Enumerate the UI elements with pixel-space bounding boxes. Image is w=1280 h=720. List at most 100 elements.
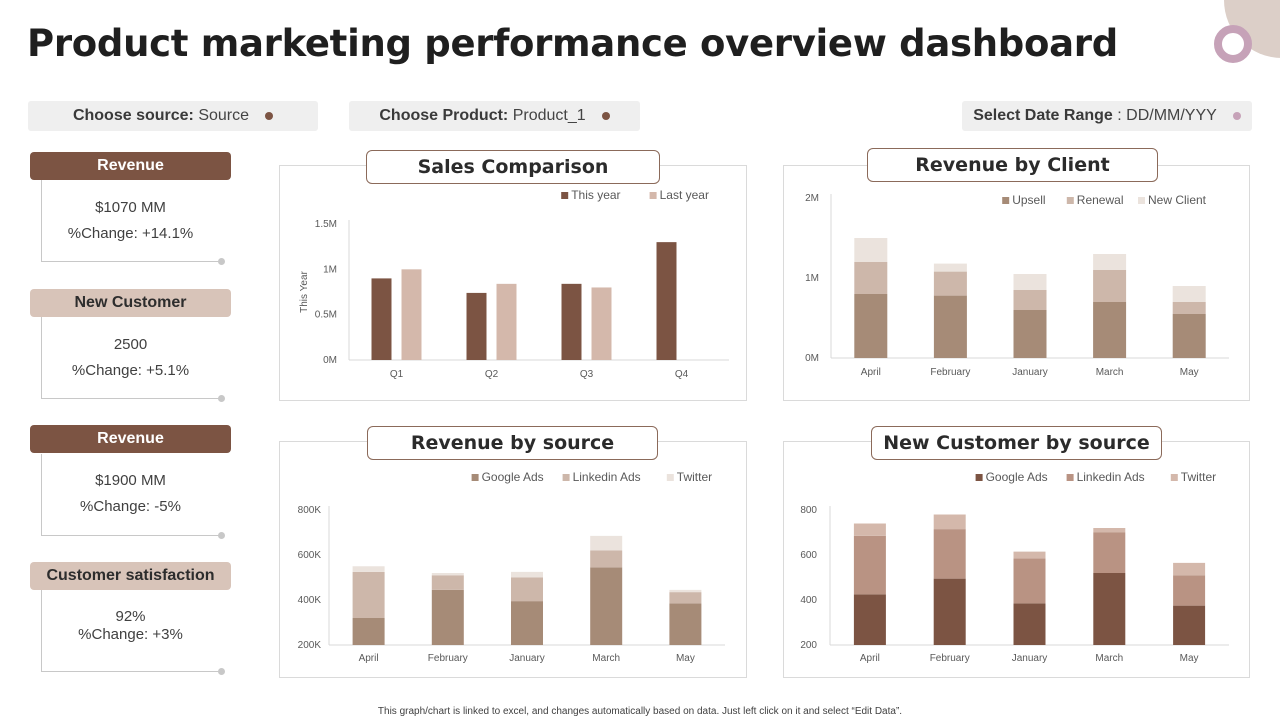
kpi-new-customer-label: New Customer — [30, 289, 231, 317]
bar-upsell-february — [933, 295, 967, 358]
bar-google-ads-march — [1093, 573, 1126, 645]
bar-twitter-february — [933, 514, 966, 530]
kpi-frame — [41, 317, 225, 402]
bar-this-year-q1 — [371, 278, 392, 360]
kpi-revenue-change: %Change: +14.1% — [67, 225, 194, 242]
legend-label-this-year: This year — [571, 188, 620, 202]
x-tick-label: January — [509, 653, 545, 664]
legend-swatch-google-ads — [975, 474, 983, 481]
legend-swatch-new-client — [1138, 197, 1145, 204]
ring-icon — [1214, 25, 1252, 63]
footnote: This graph/chart is linked to excel, and… — [377, 706, 903, 717]
y-tick-label: 0M — [805, 353, 819, 364]
new-customer-by-source-chart[interactable]: 200 400 600 800 April February January March May… — [783, 441, 1250, 678]
legend-swatch-google-ads — [471, 474, 479, 481]
y-tick-label: 800K — [298, 505, 322, 516]
bar-google-ads-may — [669, 603, 702, 645]
bar-last-year-q1 — [401, 269, 422, 360]
bar-new-client-april — [854, 238, 888, 262]
x-tick-label: March — [1095, 653, 1123, 664]
bar-renewal-may — [1172, 302, 1206, 314]
kpi-frame — [41, 454, 225, 539]
kpi-new-customer-change: %Change: +5.1% — [71, 362, 190, 379]
revenue-by-client-chart[interactable]: 0M 1M 2M April February January March May Upsell… — [783, 165, 1250, 401]
y-tick-label: 800 — [800, 505, 817, 516]
bar-new-client-march — [1093, 254, 1127, 270]
bar-google-ads-march — [590, 567, 623, 645]
legend-label-twitter: Twitter — [677, 470, 712, 484]
y-tick-label: 200K — [298, 640, 322, 651]
bar-linkedin-ads-february — [431, 575, 464, 590]
y-tick-label: 400 — [800, 595, 817, 606]
bar-google-ads-january — [511, 601, 543, 645]
x-tick-label: Q3 — [580, 369, 594, 380]
kpi-satisfaction-change: %Change: +3% — [78, 626, 183, 643]
page-title: Product marketing performance overview d… — [27, 22, 1118, 65]
bar-linkedin-ads-march — [590, 550, 623, 568]
legend-label-google-ads: Google Ads — [986, 470, 1048, 484]
legend-swatch-this-year — [561, 192, 569, 199]
source-filter-label: Choose source: — [72, 107, 194, 124]
bar-google-ads-february — [431, 589, 464, 645]
legend-swatch-twitter — [1170, 474, 1178, 481]
kpi-satisfaction-value: 92% — [115, 608, 146, 625]
bar-renewal-april — [854, 262, 888, 294]
bar-linkedin-ads-may — [669, 592, 702, 604]
x-tick-label: February — [428, 653, 468, 664]
bar-twitter-march — [590, 535, 623, 551]
sales-comparison-chart[interactable]: 0M 0.5M 1M 1.5M Q1 Q2 Q3 Q4 This Year This year La… — [279, 165, 747, 401]
bar-google-ads-april — [853, 594, 886, 645]
bar-twitter-march — [1093, 528, 1126, 533]
bar-linkedin-ads-may — [1173, 575, 1206, 606]
kpi-revenue-2-label: Revenue — [30, 425, 231, 453]
source-filter[interactable]: Choose source: Source — [28, 101, 318, 131]
frame-end-dot — [218, 258, 225, 265]
y-tick-label: 600K — [298, 550, 322, 561]
bar-google-ads-april — [352, 618, 385, 645]
x-tick-label: May — [1180, 653, 1199, 664]
bar-new-client-may — [1172, 286, 1206, 302]
legend-label-linkedin-ads: Linkedin Ads — [573, 470, 641, 484]
legend-label-linkedin-ads: Linkedin Ads — [1077, 470, 1145, 484]
kpi-revenue-value: $1070 MM — [95, 199, 166, 216]
date-range-filter[interactable]: Select Date Range : DD/MM/YYY — [962, 101, 1252, 131]
bar-google-ads-may — [1173, 605, 1206, 645]
y-tick-label: 1M — [323, 264, 337, 275]
kpi-revenue-label: Revenue — [30, 152, 231, 180]
bar-last-year-q2 — [496, 283, 517, 360]
product-filter[interactable]: Choose Product: Product_1 — [349, 101, 640, 131]
x-tick-label: January — [1012, 367, 1048, 378]
bar-google-ads-february — [933, 578, 966, 645]
bar-this-year-q2 — [466, 292, 487, 360]
kpi-satisfaction-label: Customer satisfaction — [30, 562, 231, 590]
bar-new-client-january — [1013, 274, 1047, 290]
y-tick-label: 2M — [805, 193, 819, 204]
y-tick-label: 400K — [298, 595, 322, 606]
x-tick-label: Q4 — [675, 369, 689, 380]
bar-linkedin-ads-february — [933, 529, 966, 579]
legend-label-new-client: New Client — [1148, 193, 1207, 207]
bar-this-year-q4 — [656, 242, 677, 360]
x-tick-label: May — [1180, 367, 1199, 378]
x-tick-label: March — [1096, 367, 1124, 378]
x-tick-label: April — [860, 653, 880, 664]
bar-upsell-march — [1093, 302, 1127, 358]
bar-twitter-january — [1013, 551, 1046, 559]
product-filter-value: Product_1 — [512, 107, 586, 124]
bar-twitter-april — [352, 566, 385, 572]
revenue-by-source-chart[interactable]: 200K 400K 600K 800K April February January Marc… — [279, 441, 747, 678]
frame-end-dot — [218, 395, 225, 402]
kpi-revenue-2-change: %Change: -5% — [80, 498, 181, 515]
kpi-frame — [41, 590, 225, 675]
legend-label-upsell: Upsell — [1012, 193, 1045, 207]
frame-end-dot — [218, 668, 225, 675]
bar-new-client-february — [933, 263, 967, 272]
date-range-label: Select Date Range — [973, 107, 1113, 124]
legend-swatch-linkedin-ads — [1066, 474, 1074, 481]
revenue-by-client-title: Revenue by Client — [867, 148, 1158, 182]
x-tick-label: February — [930, 367, 970, 378]
dropdown-dot-icon — [1232, 112, 1241, 120]
bar-linkedin-ads-april — [352, 571, 385, 618]
dropdown-dot-icon — [601, 112, 610, 120]
y-tick-label: 1.5M — [315, 219, 337, 230]
